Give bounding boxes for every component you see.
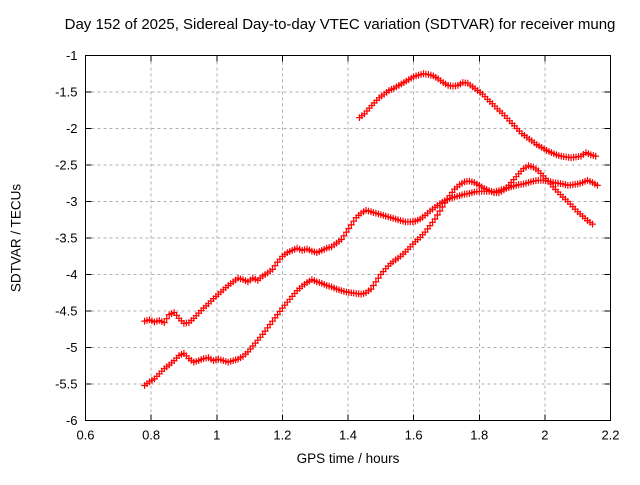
x-axis-label: GPS time / hours bbox=[296, 451, 400, 466]
x-tick-label: 1 bbox=[213, 428, 220, 443]
y-tick-label: -5.5 bbox=[55, 377, 77, 392]
data-series-series-1-upper bbox=[356, 70, 600, 162]
y-tick-label: -1.5 bbox=[55, 85, 77, 100]
data-series-series-2-middle bbox=[141, 176, 601, 327]
y-tick-label: -2.5 bbox=[55, 158, 77, 173]
y-tick-label: -2 bbox=[66, 121, 78, 136]
y-tick-label: -4 bbox=[66, 267, 78, 282]
y-tick-label: -6 bbox=[66, 413, 78, 428]
x-tick-label: 1.4 bbox=[339, 428, 357, 443]
x-tick-label: 1.6 bbox=[405, 428, 423, 443]
x-tick-label: 2.2 bbox=[601, 428, 619, 443]
x-tick-label: 1.2 bbox=[273, 428, 291, 443]
x-tick-label: 1.8 bbox=[470, 428, 488, 443]
y-axis-label: SDTVAR / TECUs bbox=[8, 183, 24, 293]
y-tick-label: -3 bbox=[66, 194, 78, 209]
x-tick-label: 0.6 bbox=[76, 428, 94, 443]
x-tick-label: 2 bbox=[541, 428, 548, 443]
data-series-series-3-lower bbox=[141, 162, 596, 389]
x-tick-label: 0.8 bbox=[142, 428, 160, 443]
y-tick-label: -3.5 bbox=[55, 231, 77, 246]
y-tick-label: -1 bbox=[66, 48, 78, 63]
y-tick-label: -4.5 bbox=[55, 304, 77, 319]
chart-title: Day 152 of 2025, Sidereal Day-to-day VTE… bbox=[64, 16, 616, 33]
y-tick-label: -5 bbox=[66, 340, 78, 355]
